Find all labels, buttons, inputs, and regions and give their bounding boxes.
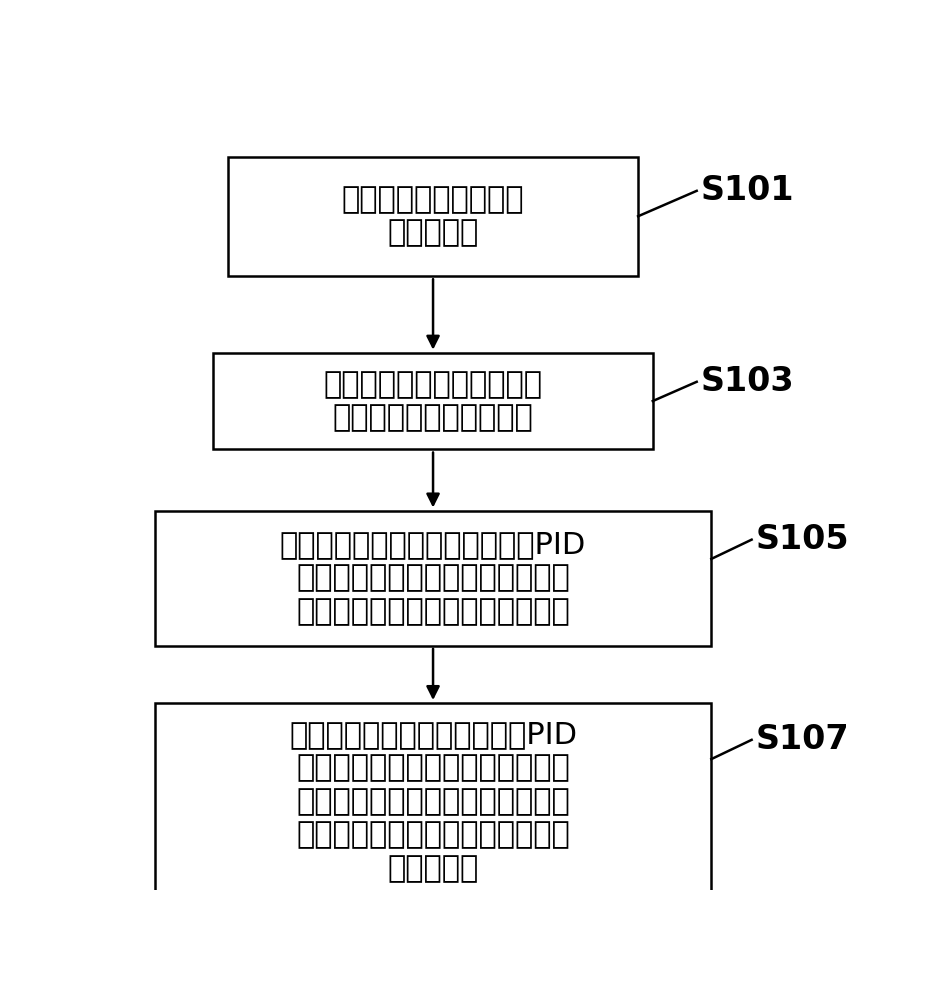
Text: S103: S103 <box>700 365 793 398</box>
Text: 将所述第一预测量作为横向误差PID
控制器的输入，在第一自适应参数
的条件下，计算并输出期望航向角: 将所述第一预测量作为横向误差PID 控制器的输入，在第一自适应参数 的条件下，计… <box>279 530 585 626</box>
Bar <box>155 511 711 646</box>
Text: S101: S101 <box>700 174 793 207</box>
Text: S105: S105 <box>754 523 848 556</box>
Text: 根据车辆的行驶状态获
取第一变量: 根据车辆的行驶状态获 取第一变量 <box>342 185 524 248</box>
Text: S107: S107 <box>754 723 848 756</box>
Text: 根据所述第一变量分别计算
第一预测量与第二预测量: 根据所述第一变量分别计算 第一预测量与第二预测量 <box>323 370 542 432</box>
Bar <box>213 353 652 449</box>
Bar <box>155 703 711 900</box>
Bar <box>228 157 637 276</box>
Text: 将所述期望航向角作为航向角PID
控制器的稳态，输入所述第二预测
量，在第二自适应参数的条件下，
计算并输出方向盘转角，对车辆进
行横向控制: 将所述期望航向角作为航向角PID 控制器的稳态，输入所述第二预测 量，在第二自适… <box>289 720 577 883</box>
